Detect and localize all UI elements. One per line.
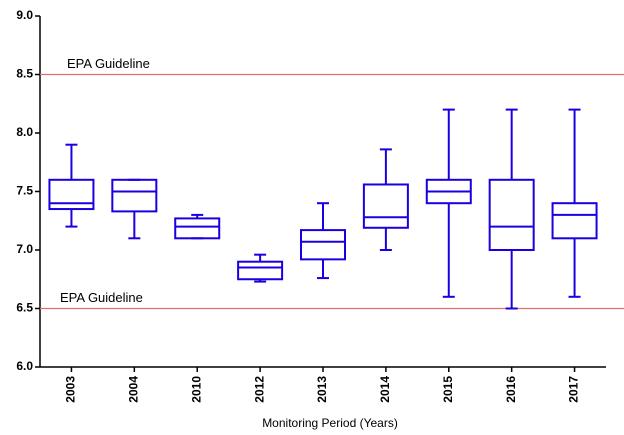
box	[111, 178, 158, 213]
x-tick-label: 2013	[315, 376, 329, 403]
x-axis-title: Monitoring Period (Years)	[262, 416, 398, 430]
y-tick-label: 8.5	[16, 67, 33, 81]
x-tick-label: 2004	[127, 376, 141, 403]
box	[237, 260, 284, 281]
box	[551, 202, 598, 240]
box	[48, 178, 95, 211]
x-tick-label: 2010	[189, 376, 203, 403]
box	[488, 178, 535, 251]
x-tick-label: 2015	[441, 376, 455, 403]
y-tick-label: 8.0	[16, 125, 33, 139]
y-tick-label: 7.5	[16, 184, 33, 198]
y-tick-label: 6.5	[16, 301, 33, 315]
x-tick-label: 2016	[504, 376, 518, 403]
box	[300, 229, 346, 261]
x-tick-label: 2017	[567, 376, 581, 403]
x-tick-label: 2012	[252, 376, 266, 403]
y-tick-label: 9.0	[16, 8, 33, 22]
box	[174, 217, 221, 240]
x-tick-label: 2014	[378, 376, 392, 403]
x-tick-label: 2003	[64, 376, 78, 403]
reference-label: EPA Guideline	[60, 290, 143, 305]
reference-label: EPA Guideline	[67, 56, 150, 71]
y-tick-label: 7.0	[16, 242, 33, 256]
box	[362, 183, 409, 229]
y-tick-label: 6.0	[16, 359, 33, 373]
